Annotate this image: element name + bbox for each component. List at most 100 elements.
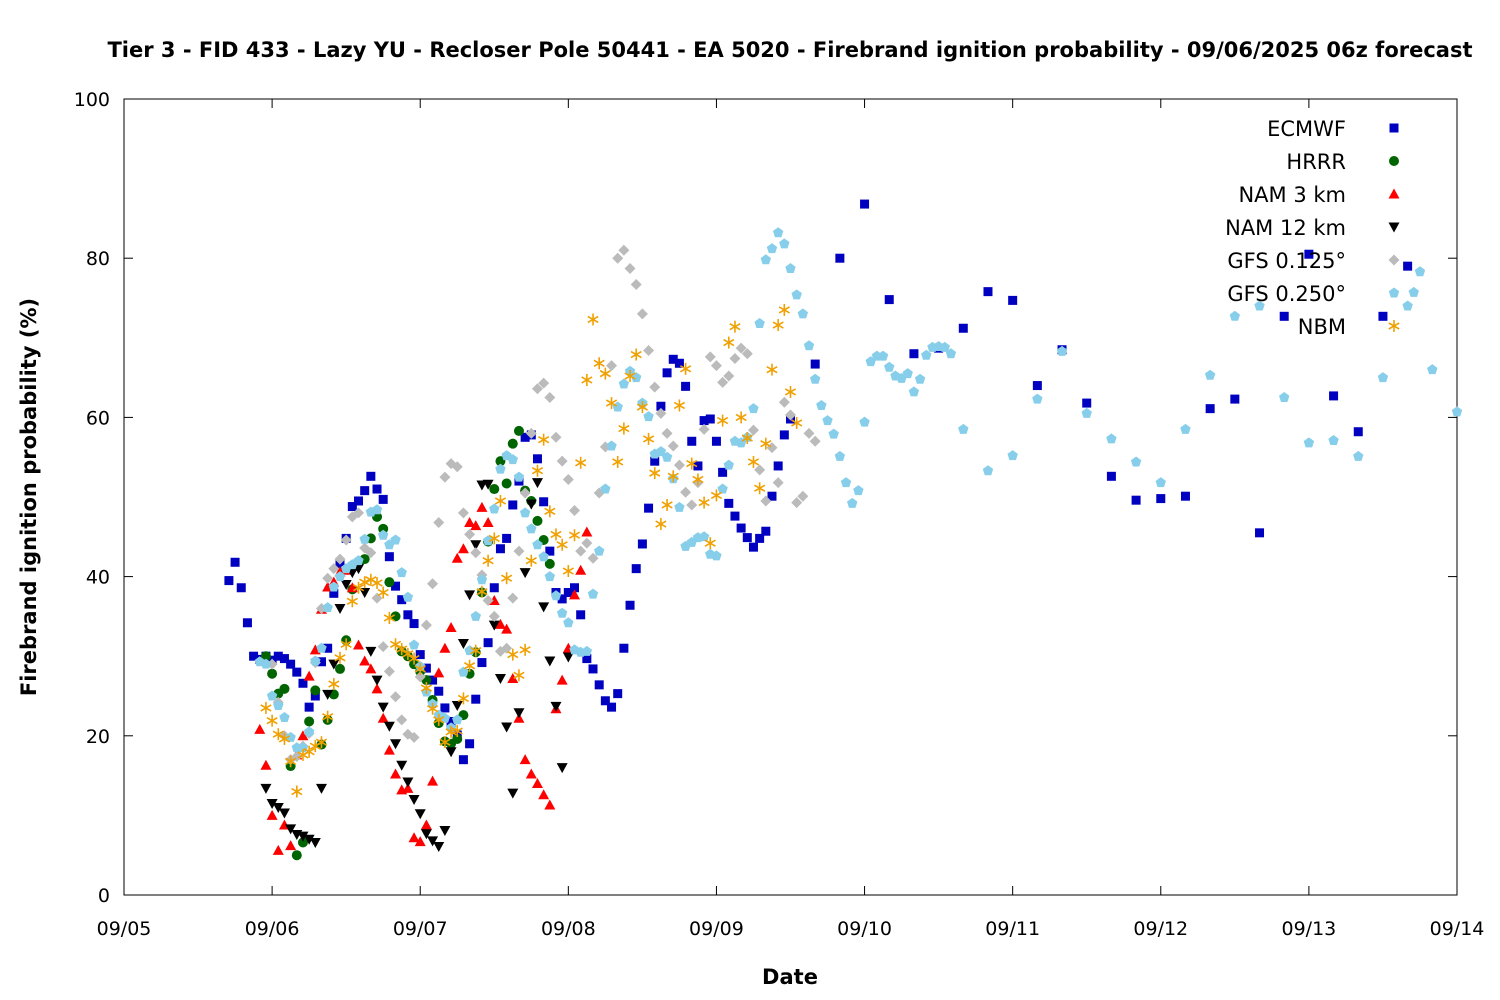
data-point bbox=[754, 317, 765, 328]
data-point bbox=[754, 482, 766, 495]
data-point bbox=[310, 655, 321, 666]
data-point bbox=[402, 647, 414, 660]
data-point bbox=[748, 403, 759, 414]
legend-marker bbox=[1389, 156, 1399, 166]
data-point bbox=[434, 686, 444, 696]
data-point bbox=[791, 289, 802, 300]
data-point bbox=[1451, 406, 1463, 417]
data-point bbox=[687, 436, 697, 446]
data-point bbox=[816, 399, 827, 410]
data-point bbox=[489, 484, 500, 495]
data-point bbox=[606, 360, 618, 372]
data-point bbox=[679, 362, 692, 375]
data-point bbox=[470, 610, 481, 621]
data-point bbox=[463, 659, 476, 672]
data-point bbox=[1303, 437, 1315, 448]
data-point bbox=[556, 455, 568, 467]
data-point bbox=[433, 516, 445, 528]
data-point bbox=[377, 712, 389, 723]
data-point bbox=[760, 437, 772, 450]
legend: ECMWF HRRR NAM 3 km NAM 12 km GFS 0.125° GFS … bbox=[1225, 117, 1400, 339]
data-point bbox=[673, 459, 685, 471]
data-point bbox=[1032, 381, 1042, 391]
data-point bbox=[451, 552, 463, 563]
data-point bbox=[550, 528, 562, 541]
data-point bbox=[402, 591, 414, 602]
data-point bbox=[661, 498, 673, 511]
data-point bbox=[303, 726, 315, 737]
data-point bbox=[624, 370, 636, 383]
data-point bbox=[383, 721, 395, 732]
data-point bbox=[495, 544, 505, 554]
data-point bbox=[396, 643, 408, 656]
data-point bbox=[778, 303, 790, 316]
data-point bbox=[600, 483, 611, 494]
data-point bbox=[1180, 491, 1190, 501]
data-point bbox=[619, 643, 629, 653]
data-point bbox=[439, 736, 451, 749]
data-point bbox=[266, 714, 278, 727]
data-point bbox=[396, 760, 408, 771]
data-point bbox=[1230, 394, 1240, 404]
data-point bbox=[630, 278, 642, 290]
legend-marker bbox=[1388, 254, 1400, 266]
data-point bbox=[525, 554, 537, 567]
data-point bbox=[383, 665, 395, 677]
data-point bbox=[507, 592, 519, 604]
data-point bbox=[1402, 300, 1413, 311]
data-point bbox=[315, 736, 328, 749]
data-point bbox=[538, 789, 550, 800]
data-point bbox=[507, 648, 519, 661]
data-point bbox=[408, 652, 420, 665]
data-point bbox=[340, 638, 352, 651]
data-point bbox=[1155, 477, 1166, 488]
data-point bbox=[729, 352, 741, 364]
data-point bbox=[309, 837, 321, 848]
data-point bbox=[315, 783, 327, 794]
data-point bbox=[377, 702, 389, 713]
data-point bbox=[711, 436, 721, 446]
legend-marker bbox=[1388, 320, 1400, 332]
data-point bbox=[760, 254, 772, 265]
data-point bbox=[420, 682, 432, 695]
y-axis-label: Firebrand ignition probability (%) bbox=[17, 298, 41, 696]
data-point bbox=[1403, 261, 1413, 271]
data-point bbox=[1007, 450, 1018, 461]
data-point bbox=[483, 638, 493, 648]
y-tick-label: 0 bbox=[98, 885, 110, 907]
data-point bbox=[476, 585, 488, 598]
data-point bbox=[1106, 471, 1116, 481]
data-point bbox=[810, 359, 820, 369]
data-point bbox=[667, 440, 679, 452]
data-point bbox=[267, 668, 278, 679]
data-point bbox=[433, 841, 445, 852]
data-point bbox=[958, 323, 968, 333]
data-point bbox=[396, 567, 407, 578]
data-point bbox=[662, 368, 672, 378]
data-point bbox=[605, 397, 618, 410]
data-point bbox=[914, 373, 926, 384]
data-point bbox=[587, 313, 599, 326]
data-point bbox=[242, 618, 252, 628]
data-point bbox=[544, 505, 556, 518]
data-point bbox=[433, 713, 445, 726]
data-point bbox=[766, 442, 778, 454]
data-point bbox=[624, 263, 636, 275]
data-point bbox=[581, 373, 593, 386]
data-point bbox=[439, 642, 451, 653]
data-point bbox=[575, 564, 587, 575]
data-point bbox=[346, 595, 358, 608]
data-point bbox=[803, 427, 815, 439]
data-point bbox=[550, 431, 562, 443]
data-point bbox=[637, 539, 647, 549]
series-1 bbox=[260, 425, 555, 861]
data-point bbox=[717, 483, 728, 494]
data-point bbox=[710, 489, 723, 502]
data-point bbox=[489, 583, 499, 593]
data-point bbox=[569, 505, 581, 517]
data-point bbox=[285, 755, 297, 768]
data-point bbox=[1229, 310, 1241, 321]
data-point bbox=[476, 501, 488, 512]
data-point bbox=[612, 455, 624, 468]
